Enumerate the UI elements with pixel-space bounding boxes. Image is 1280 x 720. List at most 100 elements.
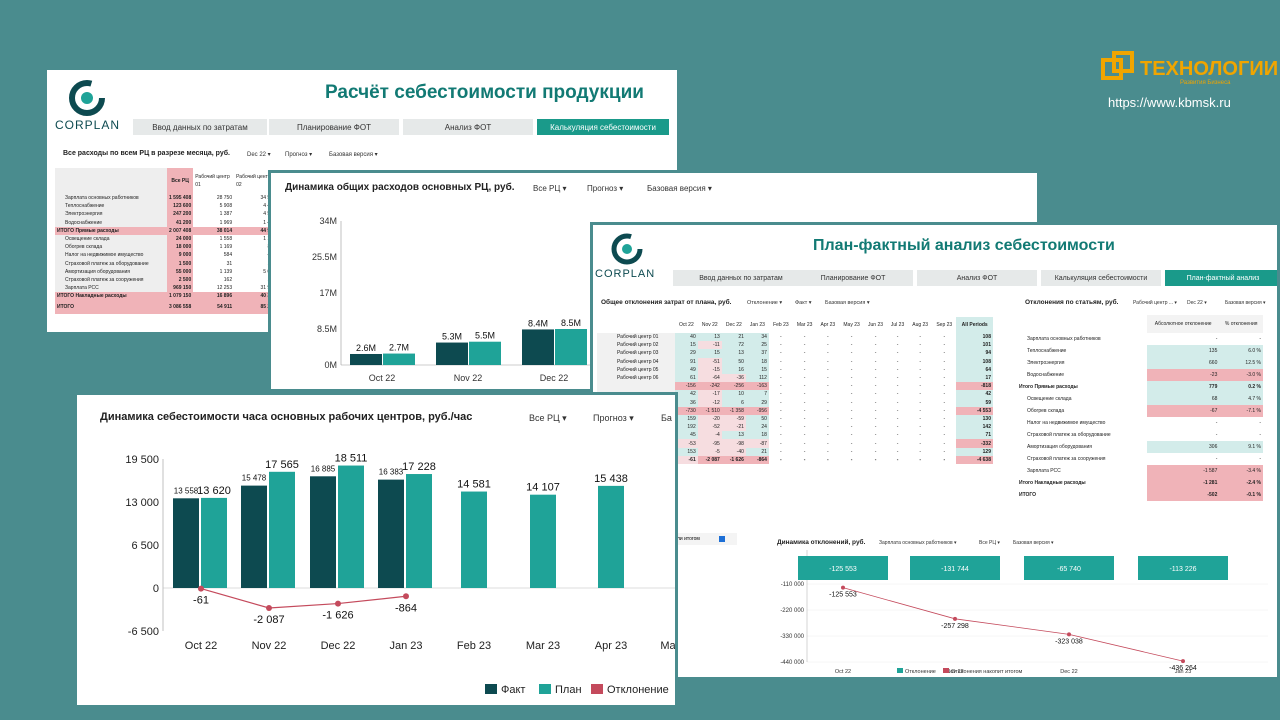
cell-value: -36 [721,373,746,383]
table-row: ИТОГО 3 086 558 54 911 85 28 [55,300,275,315]
column-header: Все РЦ [167,168,194,194]
scenario-filter[interactable]: Прогноз [593,413,634,424]
cell-value: 61 [675,373,698,383]
tab-plan-fact[interactable]: План-фактный анализ [1165,270,1277,286]
tab-payroll-analysis[interactable]: Анализ ФОТ [917,270,1037,286]
data-label: 2.7M [389,343,409,353]
rc-filter[interactable]: Рабочий центр ... [1133,300,1177,306]
rc-filter[interactable]: Все РЦ [529,413,567,424]
cell-value: - [874,350,877,357]
cell-value: -53 [675,439,698,448]
cell-value: -12 [697,398,722,407]
cell-value: -730 [675,406,698,415]
cell-value: 18 [745,431,769,440]
cell-value: - [896,440,899,447]
cell-value: 9 000 [167,251,194,260]
cell-value: - [896,383,899,390]
bar-deviation [1138,556,1228,580]
legend-label: Факт [501,684,525,696]
cell-value: 55 000 [167,267,194,276]
cell-value: 49 [675,365,698,374]
cell-value: - [780,350,782,357]
plan-label: 13 620 [197,485,231,497]
cumulative-checkbox-row[interactable]: ли итогом [677,533,737,545]
rc-filter[interactable]: Все РЦ [533,184,567,193]
cell-value: - [943,342,946,349]
table-header: Абсолютное отклонение% отклонения [1017,315,1263,333]
row-label: ИТОГО [1019,492,1037,498]
plan-label: 14 581 [457,479,491,491]
article-filter[interactable]: Зарплата основных работников [879,540,957,546]
table-row: Рабочий центр 05 49 -15 16 15 - - - - - - - - 64 [597,365,993,374]
tab-payroll-planning[interactable]: Планирование ФОТ [269,119,399,135]
cell-value: - [827,366,829,373]
cell-value: 1 169 [219,244,233,251]
legend-label: План [555,684,582,696]
rc-filter[interactable]: Все РЦ [979,540,1000,546]
cell-value: - [827,432,829,439]
cell-value: 12 253 [216,285,233,292]
cell-value: 584 [223,252,233,259]
row-label: Освещение склада [55,234,167,244]
cell-value: 108 [956,333,993,342]
cell-value: - [803,358,806,365]
cell-value: 40 35 [234,292,275,301]
cell-value: - [943,407,946,414]
legend-swatch [485,684,497,694]
column-header: Абсолютное отклонение [1147,315,1220,333]
brand-url[interactable]: https://www.kbmsk.ru [1108,95,1231,110]
table-row: Электроэнергия 660 12.5 % [1017,357,1263,369]
tab-cost-calculation[interactable]: Калькуляция себестоимости [537,119,669,135]
cell-value: - [850,358,853,365]
brand-name: ТЕХНОЛОГИИ [1140,58,1279,80]
checkbox[interactable] [719,535,726,542]
tab-payroll-planning[interactable]: Планирование ФОТ [793,270,913,286]
scenario-filter[interactable]: Прогноз [285,151,312,158]
deviation-line [200,588,407,609]
cell-value: 1 500 [167,259,194,268]
version-filter[interactable]: Базовая версия [647,184,712,193]
month-filter[interactable]: Dec 22 [247,151,271,158]
version-filter[interactable]: Ба [661,413,672,423]
version-filter[interactable]: Базовая версия [1013,540,1054,546]
month-header: All Periods [956,317,993,333]
fact-filter[interactable]: Факт [795,300,812,306]
month-filter[interactable]: Dec 22 [1187,300,1207,306]
x-tick-label: Apr 23 [595,640,627,652]
cell-value: - [850,440,853,447]
scenario-filter[interactable]: Прогноз [587,184,623,193]
cell-value: - [850,342,853,349]
cell-value: -163 [745,382,769,391]
absolute-deviation: - [1215,336,1218,342]
cell-value: - [850,448,853,455]
cell-value: 72 [721,341,746,350]
column-header: % отклонения [1219,315,1263,333]
cumulative-point [953,616,957,621]
cell-value: - [827,342,829,349]
corplan-logo [67,78,107,118]
measure-filter[interactable]: Отклонение [747,300,782,306]
line-label: -125 553 [829,592,857,599]
version-filter[interactable]: Базовая версия [329,151,378,158]
x-tick-label: Nov 22 [454,373,483,383]
cell-value: 42 [956,390,993,399]
tab-cost-input[interactable]: Ввод данных по затратам [133,119,267,135]
tab-cost-input[interactable]: Ввод данных по затратам [673,270,809,286]
tab-cost-calculation[interactable]: Калькуляция себестоимости [1041,270,1161,286]
cell-value: - [780,383,782,390]
month-header: Feb 23 [773,322,789,328]
absolute-deviation: -23 [1147,369,1220,381]
tab-payroll-analysis[interactable]: Анализ ФОТ [403,119,533,135]
version-filter[interactable]: Базовая версия [825,300,870,306]
cell-value: 17 [956,373,993,383]
table-row: Освещение склада 68 4.7 % [1017,393,1263,405]
month-header: Sep 23 [936,322,953,328]
percent-deviation: -7.1 % [1219,405,1263,417]
x-tick-label: Dec 22 [540,373,569,383]
cumulative-point [1067,632,1071,637]
cell-value: - [919,366,921,373]
cell-value: - [780,366,782,373]
version-filter[interactable]: Базовая версия [1225,300,1266,306]
